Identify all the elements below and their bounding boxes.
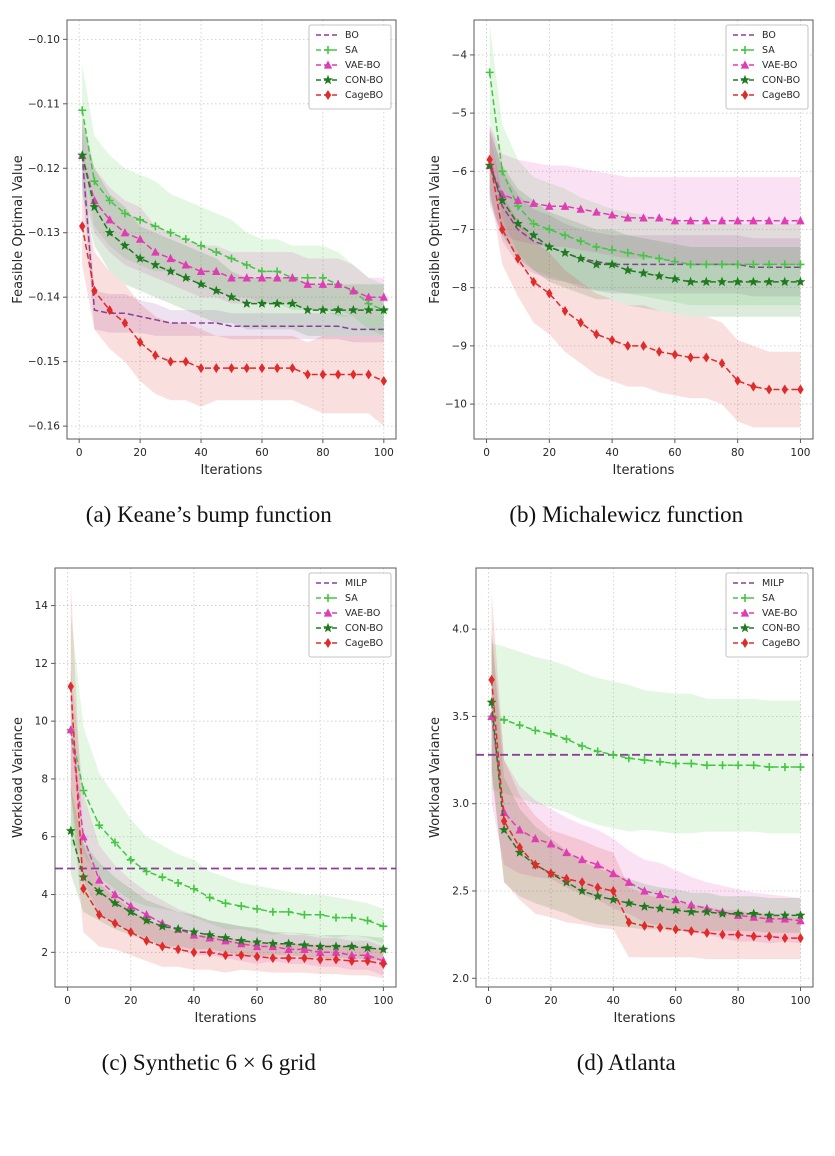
svg-text:−0.11: −0.11	[28, 98, 60, 110]
panel-d: 0 20 40 60 80 100 2.0 2.5 3.0 3.5 4.0 Iterations Wor…	[418, 554, 835, 1102]
chart-michalewicz-function: 0 20 40 60 80 100 −4 −5 −6 −7 −8 −9 −10 Iterations Fea…	[428, 19, 814, 478]
svg-text:−7: −7	[452, 224, 467, 236]
svg-text:CageBO: CageBO	[345, 90, 383, 101]
svg-text:3.0: 3.0	[453, 798, 470, 810]
svg-text:20: 20	[124, 995, 137, 1007]
svg-text:CON-BO: CON-BO	[345, 623, 383, 634]
svg-text:−10: −10	[445, 399, 467, 411]
caption-d: (d) Atlanta	[576, 1050, 676, 1075]
svg-text:VAE-BO: VAE-BO	[762, 608, 797, 619]
svg-text:−0.15: −0.15	[28, 356, 60, 368]
svg-text:12: 12	[34, 658, 47, 670]
svg-text:MILP: MILP	[345, 578, 367, 589]
panel-c: 0 20 40 60 80 100 2 4 6 8 10 12 14 Iterations Workload…	[0, 554, 418, 1102]
svg-text:4.0: 4.0	[453, 624, 470, 636]
svg-text:SA: SA	[762, 45, 775, 56]
svg-text:Iterations: Iterations	[194, 1011, 256, 1026]
svg-text:100: 100	[791, 447, 811, 459]
svg-text:40: 40	[187, 995, 200, 1007]
svg-text:−8: −8	[452, 282, 467, 294]
caption-c: (c) Synthetic 6 × 6 grid	[101, 1050, 316, 1075]
svg-text:100: 100	[791, 995, 811, 1007]
svg-text:−0.12: −0.12	[28, 163, 60, 175]
svg-text:0: 0	[64, 995, 71, 1007]
svg-text:14: 14	[34, 600, 48, 612]
svg-text:60: 60	[250, 995, 263, 1007]
svg-text:20: 20	[544, 995, 557, 1007]
svg-text:VAE-BO: VAE-BO	[345, 60, 380, 71]
svg-text:−6: −6	[452, 166, 468, 178]
svg-text:−4: −4	[452, 49, 468, 61]
svg-text:8: 8	[41, 773, 48, 785]
panel-b: 0 20 40 60 80 100 −4 −5 −6 −7 −8 −9 −10 Iterations Fea…	[418, 6, 835, 554]
figure-grid: 0 20 40 60 80 100 −0.10 −0.11 −0.12 −0.13 −0.14 −0.…	[0, 6, 835, 1102]
svg-text:−0.13: −0.13	[28, 227, 60, 239]
svg-text:CON-BO: CON-BO	[345, 75, 383, 86]
svg-text:2: 2	[41, 947, 48, 959]
svg-text:CageBO: CageBO	[345, 638, 383, 649]
svg-text:Workload Variance: Workload Variance	[428, 717, 443, 838]
svg-text:Iterations: Iterations	[200, 463, 262, 478]
svg-text:Iterations: Iterations	[614, 1011, 676, 1026]
svg-text:20: 20	[133, 447, 146, 459]
svg-text:100: 100	[373, 995, 393, 1007]
svg-text:4: 4	[41, 889, 48, 901]
svg-text:−9: −9	[452, 340, 467, 352]
svg-text:80: 80	[316, 447, 329, 459]
svg-text:6: 6	[41, 831, 48, 843]
caption-a: (a) Keane’s bump function	[85, 502, 332, 527]
svg-text:VAE-BO: VAE-BO	[762, 60, 797, 71]
svg-text:80: 80	[732, 995, 745, 1007]
svg-text:SA: SA	[345, 45, 358, 56]
svg-text:0: 0	[76, 447, 83, 459]
svg-text:CON-BO: CON-BO	[762, 75, 800, 86]
svg-text:40: 40	[606, 447, 619, 459]
svg-text:BO: BO	[762, 30, 776, 41]
svg-text:3.5: 3.5	[453, 711, 470, 723]
caption-b: (b) Michalewicz function	[509, 502, 744, 527]
svg-text:60: 60	[255, 447, 268, 459]
svg-text:BO: BO	[345, 30, 359, 41]
svg-text:10: 10	[34, 716, 47, 728]
svg-text:VAE-BO: VAE-BO	[345, 608, 380, 619]
svg-text:CON-BO: CON-BO	[762, 623, 800, 634]
svg-text:Feasible Optimal Value: Feasible Optimal Value	[428, 155, 443, 303]
chart-keanes-bump-function: 0 20 40 60 80 100 −0.10 −0.11 −0.12 −0.13 −0.14 −0.…	[11, 19, 397, 478]
svg-text:CageBO: CageBO	[762, 638, 800, 649]
svg-text:80: 80	[731, 447, 744, 459]
chart-synthetic-6x6-grid: 0 20 40 60 80 100 2 4 6 8 10 12 14 Iterations Workload…	[11, 567, 397, 1026]
svg-text:0: 0	[485, 995, 492, 1007]
svg-text:60: 60	[669, 995, 682, 1007]
svg-text:40: 40	[607, 995, 620, 1007]
svg-text:Workload Variance: Workload Variance	[11, 717, 26, 838]
chart-atlanta: 0 20 40 60 80 100 2.0 2.5 3.0 3.5 4.0 Iterations Wor…	[428, 567, 814, 1026]
svg-text:0: 0	[483, 447, 490, 459]
svg-text:−0.16: −0.16	[28, 421, 60, 433]
svg-text:Feasible Optimal Value: Feasible Optimal Value	[11, 155, 26, 303]
svg-text:2.5: 2.5	[453, 885, 470, 897]
svg-text:MILP: MILP	[762, 578, 784, 589]
svg-text:60: 60	[668, 447, 681, 459]
svg-text:−0.10: −0.10	[28, 34, 60, 46]
svg-text:CageBO: CageBO	[762, 90, 800, 101]
svg-text:20: 20	[543, 447, 556, 459]
svg-text:80: 80	[313, 995, 326, 1007]
svg-text:−0.14: −0.14	[28, 292, 60, 304]
svg-text:Iterations: Iterations	[613, 463, 675, 478]
svg-text:40: 40	[194, 447, 207, 459]
svg-text:100: 100	[374, 447, 394, 459]
svg-text:−5: −5	[452, 108, 467, 120]
svg-text:SA: SA	[762, 593, 775, 604]
svg-text:SA: SA	[345, 593, 358, 604]
svg-text:2.0: 2.0	[453, 973, 470, 985]
panel-a: 0 20 40 60 80 100 −0.10 −0.11 −0.12 −0.13 −0.14 −0.…	[0, 6, 418, 554]
